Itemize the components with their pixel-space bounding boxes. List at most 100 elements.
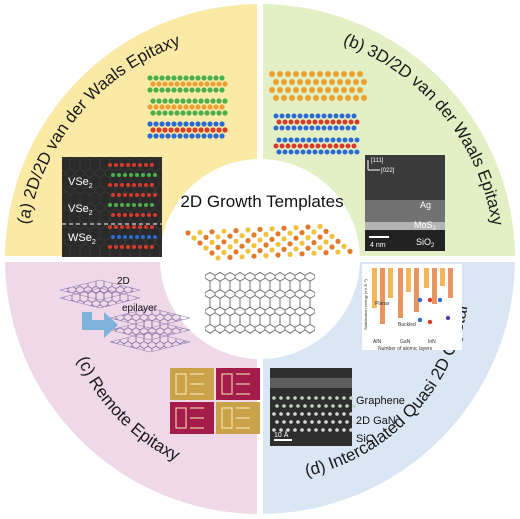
tem-atom <box>153 173 157 177</box>
stem-atom <box>321 428 325 432</box>
lattice-atom <box>336 119 342 125</box>
lattice-atom <box>345 79 351 85</box>
tem-atom <box>147 173 151 177</box>
lattice-atom <box>153 87 159 93</box>
stem-atom <box>317 420 321 424</box>
lattice-atom <box>195 133 201 139</box>
stem-atom <box>296 420 300 424</box>
tem-label-ag: Ag <box>420 200 431 210</box>
lattice-atom <box>333 143 339 149</box>
lattice-atom <box>285 125 291 131</box>
lattice-atom <box>168 98 174 104</box>
lattice-atom <box>309 87 315 93</box>
lattice-atom <box>162 127 168 133</box>
tem-label-mos2: MoS2 <box>414 220 437 232</box>
lattice-atom <box>273 125 279 131</box>
tem-direction-022: [022] <box>381 168 395 174</box>
lattice-atom <box>309 71 315 77</box>
lattice-atom <box>165 104 171 110</box>
stem-atom <box>349 428 353 432</box>
sheet-atom <box>209 239 215 245</box>
sheet-atom <box>317 245 323 251</box>
lattice-atom <box>317 87 323 93</box>
stem-atom <box>303 420 307 424</box>
quadrant-c-schematic: 2D epilayer <box>59 276 191 353</box>
stem-atom <box>310 420 314 424</box>
tem-atom <box>147 235 151 239</box>
lattice-atom <box>345 95 351 101</box>
lattice-atom <box>168 110 174 116</box>
lattice-atom <box>354 119 360 125</box>
stem-atom <box>296 404 300 408</box>
sheet-atom <box>299 230 305 236</box>
sheet-atom <box>311 250 317 256</box>
tem-atom <box>123 235 127 239</box>
tem-atom <box>141 213 145 217</box>
lattice-atom <box>348 119 354 125</box>
sheet-atom <box>251 253 257 259</box>
stem-atom <box>335 428 339 432</box>
lattice-atom <box>336 137 342 143</box>
stem-atom <box>331 420 335 424</box>
stack-label-sic: SiC <box>356 433 374 445</box>
tem-atom <box>129 235 133 239</box>
sheet-atom <box>293 246 299 252</box>
lattice-atom <box>162 81 168 87</box>
lattice-atom <box>177 104 183 110</box>
lattice-atom <box>312 149 318 155</box>
lattice-atom <box>192 127 198 133</box>
lattice-atom <box>345 125 351 131</box>
sheet-atom <box>257 248 263 254</box>
lattice-atom <box>291 143 297 149</box>
lattice-atom <box>361 95 367 101</box>
tem-atom <box>150 245 154 249</box>
lattice-atom <box>351 143 357 149</box>
lattice-atom <box>189 75 195 81</box>
sheet-atom <box>317 223 323 229</box>
tem-atom <box>126 203 130 207</box>
lattice-atom <box>183 75 189 81</box>
tem-atom <box>150 225 154 229</box>
lattice-atom <box>198 81 204 87</box>
lattice-atom <box>207 121 213 127</box>
sheet-atom <box>329 244 335 250</box>
sheet-atom <box>227 233 233 239</box>
stem-atom <box>272 412 276 416</box>
lattice-atom <box>285 113 291 119</box>
lattice-atom <box>315 143 321 149</box>
quadrant-a-tem-image: VSe2 VSe2 WSe2 <box>62 157 162 257</box>
sheet-atom <box>263 253 269 259</box>
sheet-atom <box>203 245 209 251</box>
lattice-atom <box>301 71 307 77</box>
tem-atom <box>138 225 142 229</box>
lattice-atom <box>159 133 165 139</box>
lattice-atom <box>297 95 303 101</box>
stem-atom <box>349 396 353 400</box>
lattice-atom <box>281 79 287 85</box>
sheet-atom <box>269 226 275 232</box>
sheet-atom <box>305 224 311 230</box>
lattice-atom <box>289 95 295 101</box>
lattice-atom <box>219 133 225 139</box>
tem-atom <box>117 213 121 217</box>
tem-atom <box>132 163 136 167</box>
lattice-atom <box>177 133 183 139</box>
tem-atom <box>129 193 133 197</box>
lattice-atom <box>171 87 177 93</box>
tem-atom <box>117 193 121 197</box>
lattice-atom <box>282 149 288 155</box>
sheet-atom <box>335 238 341 244</box>
lattice-atom <box>342 149 348 155</box>
lattice-atom <box>327 143 333 149</box>
center-hex-lattice <box>205 272 315 334</box>
sheet-atom <box>311 240 317 246</box>
tem-atom <box>111 235 115 239</box>
lattice-atom <box>309 125 315 131</box>
lattice-atom <box>348 137 354 143</box>
sheet-atom <box>233 238 239 244</box>
sheet-atom <box>269 236 275 242</box>
stem-atom <box>307 428 311 432</box>
lattice-atom <box>300 137 306 143</box>
stem-atom <box>272 396 276 400</box>
sheet-atom <box>221 249 227 255</box>
